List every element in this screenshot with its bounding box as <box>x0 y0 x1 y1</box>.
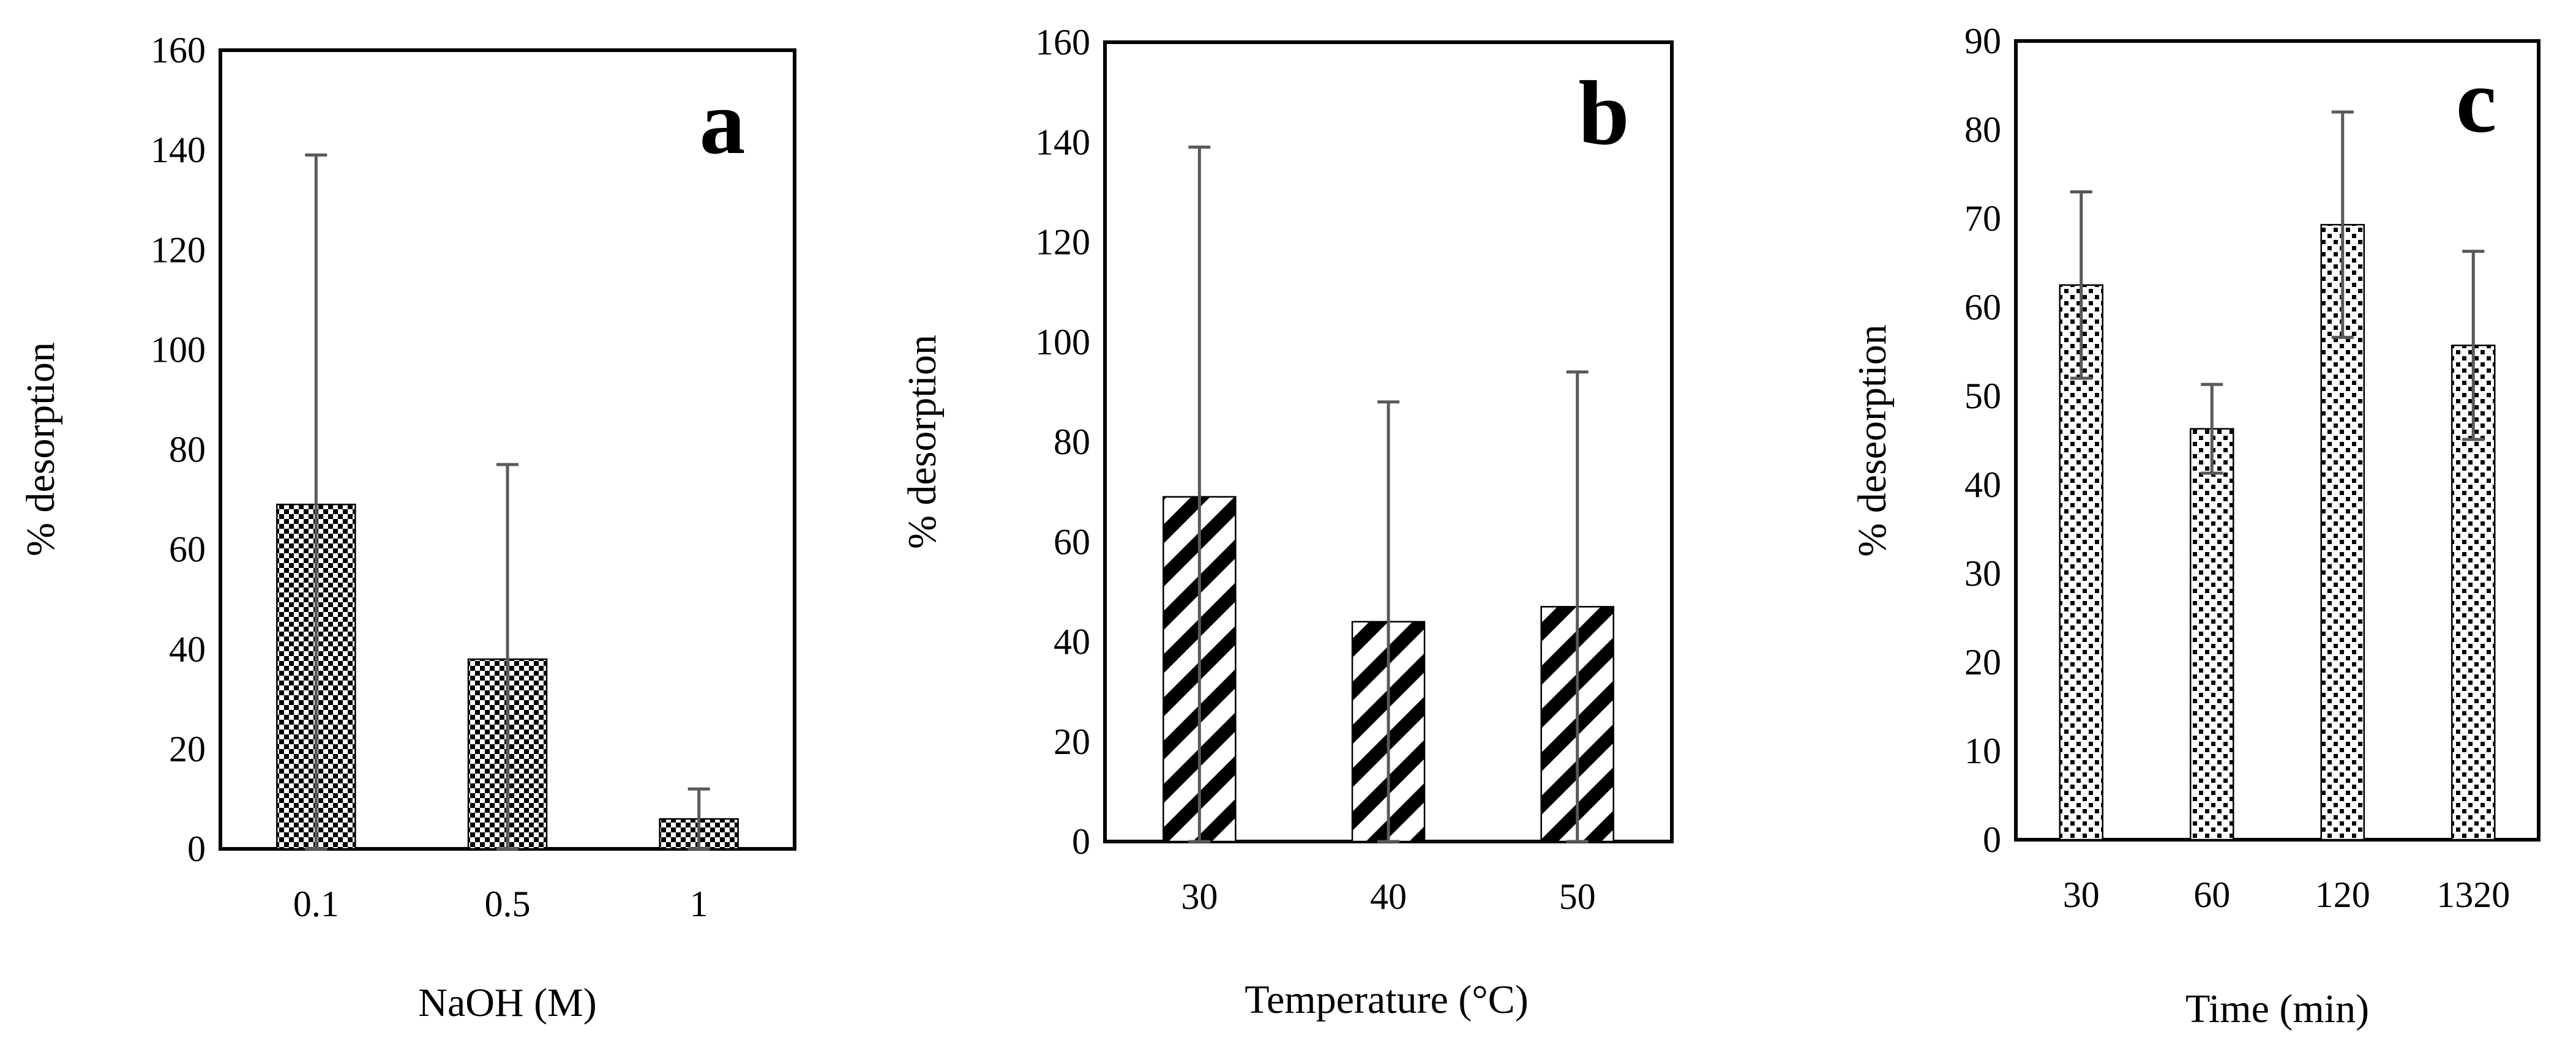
x-tick-label: 50 <box>1559 876 1596 917</box>
y-tick-label: 100 <box>1035 322 1090 362</box>
error-bar <box>496 463 519 851</box>
y-tick-label: 140 <box>1035 122 1090 162</box>
x-axis-label: Temperature (°C) <box>1245 977 1528 1022</box>
y-tick-label: 30 <box>1964 553 2001 594</box>
y-tick-label: 120 <box>151 230 206 270</box>
y-tick-label: 20 <box>1964 642 2001 682</box>
error-bar <box>2070 190 2092 380</box>
error-bar <box>305 153 328 851</box>
x-tick-label: 30 <box>2063 875 2100 915</box>
error-bar <box>2201 383 2223 475</box>
y-tick-labels: 0 20 40 60 80 100 120 140 160 <box>151 30 206 869</box>
x-axis-label: Time (min) <box>2185 987 2369 1031</box>
panel-label: a <box>700 72 746 173</box>
plot-frame <box>2014 39 2540 842</box>
y-tick-label: 60 <box>1054 521 1090 562</box>
y-tick-label: 90 <box>1964 21 2001 61</box>
error-bar <box>2331 110 2354 339</box>
x-tick-label: 30 <box>1181 876 1218 917</box>
y-tick-label: 50 <box>1964 376 2001 416</box>
y-tick-label: 20 <box>169 729 206 769</box>
x-tick-label: 1320 <box>2436 875 2510 915</box>
y-tick-label: 80 <box>169 430 206 470</box>
y-tick-label: 20 <box>1054 722 1090 762</box>
error-bars <box>305 153 710 851</box>
y-tick-label: 70 <box>1964 198 2001 239</box>
y-tick-label: 60 <box>169 529 206 570</box>
x-tick-label: 120 <box>2315 875 2370 915</box>
y-tick-label: 160 <box>1035 22 1090 62</box>
error-bar <box>1188 145 1211 843</box>
panel-a: 0 20 40 60 80 100 120 140 160 0.1 0.5 1 … <box>18 30 796 1025</box>
y-tick-label: 40 <box>1054 622 1090 662</box>
y-tick-label: 100 <box>151 329 206 370</box>
bar <box>2451 345 2496 841</box>
x-tick-label: 1 <box>690 884 708 924</box>
x-tick-label: 60 <box>2193 875 2230 915</box>
x-tick-labels: 30 60 120 1320 <box>2063 875 2510 915</box>
x-tick-label: 0.1 <box>293 884 339 924</box>
y-tick-labels: 0 10 20 30 40 50 60 70 80 90 <box>1964 21 2001 860</box>
y-tick-label: 40 <box>169 629 206 670</box>
x-tick-labels: 30 40 50 <box>1181 876 1595 917</box>
x-tick-labels: 0.1 0.5 1 <box>293 884 708 924</box>
y-axis-label: % desorption <box>900 335 945 549</box>
y-axis-label: % deseorption <box>1850 324 1895 556</box>
y-tick-labels: 0 20 40 60 80 100 120 140 160 <box>1035 22 1090 862</box>
y-tick-label: 80 <box>1054 422 1090 462</box>
x-tick-label: 40 <box>1370 876 1407 917</box>
y-tick-label: 80 <box>1964 110 2001 150</box>
bar <box>2190 428 2234 841</box>
bars <box>2059 223 2496 841</box>
panel-label: c <box>2456 50 2497 152</box>
y-tick-label: 0 <box>1983 819 2001 860</box>
y-tick-label: 10 <box>1964 731 2001 771</box>
y-tick-label: 160 <box>151 30 206 70</box>
x-tick-label: 0.5 <box>485 884 531 924</box>
error-bar <box>1566 370 1589 843</box>
y-tick-label: 140 <box>151 130 206 170</box>
error-bar <box>1377 400 1399 843</box>
y-tick-label: 60 <box>1964 287 2001 327</box>
y-tick-label: 120 <box>1035 222 1090 263</box>
error-bars <box>1188 145 1589 843</box>
panel-label: b <box>1578 62 1629 164</box>
y-axis-label: % desorption <box>18 342 63 556</box>
error-bar <box>687 787 710 851</box>
error-bar <box>2462 250 2485 441</box>
panel-b: 0 20 40 60 80 100 120 140 160 30 40 50 T… <box>900 22 1674 1022</box>
y-tick-label: 40 <box>1964 465 2001 505</box>
y-tick-label: 0 <box>1072 821 1090 862</box>
panel-c: 0 10 20 30 40 50 60 70 80 90 30 60 120 1… <box>1850 21 2540 1031</box>
error-bars <box>2070 110 2485 475</box>
x-axis-label: NaOH (M) <box>418 980 596 1025</box>
y-tick-label: 0 <box>187 829 206 869</box>
